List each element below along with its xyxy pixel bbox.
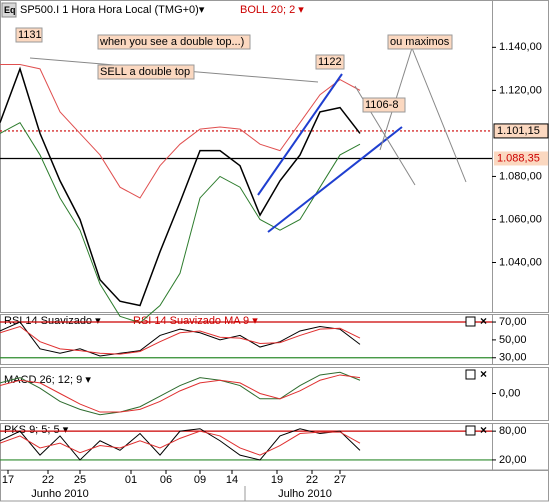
x-tick-label: 01 [125, 474, 137, 486]
y-tick-label: 20,00 [499, 454, 527, 466]
legend-entry: RSI 14 Suavizado ▾ [4, 315, 101, 327]
y-tick-label: 50,00 [499, 334, 527, 346]
annotation-box [97, 34, 251, 50]
annotation: when you see a double top...) [99, 36, 244, 48]
month-label: Junho 2010 [31, 488, 89, 500]
x-tick-label: 06 [160, 474, 172, 486]
annotation: 1131 [18, 29, 42, 41]
series-line [0, 374, 361, 413]
annotation: 1122 [318, 56, 342, 68]
legend-entry: RSI 14 Suavizado MA 9 ▾ [133, 315, 258, 327]
series-line [0, 428, 361, 461]
panel-button [465, 316, 476, 327]
panel-close: × [480, 423, 487, 437]
panel-title: MACD 26; 12; 9 ▾ [4, 374, 91, 386]
x-tick-label: 09 [194, 474, 206, 486]
series-line [0, 430, 361, 456]
logo: Eq [4, 5, 16, 15]
series-line [0, 325, 361, 355]
drawing-line [257, 73, 343, 196]
panel-title: PKS 9; 5; 5 ▾ [4, 424, 69, 436]
x-tick-label: 22 [42, 474, 54, 486]
level-label-box [493, 123, 549, 139]
x-tick-label: 14 [226, 474, 238, 486]
series-line [0, 321, 361, 357]
y-tick-label: 30,00 [499, 352, 527, 364]
annotation: ou maximos [390, 36, 450, 48]
annotation-box [387, 34, 453, 50]
y-tick-label: 1.040,00 [499, 256, 542, 268]
panel-close: × [480, 367, 487, 381]
x-tick-label: 19 [271, 474, 283, 486]
drawing-line [267, 126, 403, 233]
annotation-box [97, 64, 195, 80]
drawing-line [411, 47, 467, 183]
x-tick-label: 22 [306, 474, 318, 486]
y-tick-label: 80,00 [499, 425, 527, 437]
panel-close: × [480, 314, 487, 328]
x-tick-label: 25 [74, 474, 86, 486]
level-label: 1.101,15 [497, 125, 540, 137]
series-line [0, 64, 361, 199]
annotation-box [315, 54, 345, 70]
x-tick-label: 17 [2, 474, 14, 486]
panel-button [465, 425, 476, 436]
annotation-box [15, 27, 43, 43]
level-label-box [494, 151, 548, 166]
annotation-box [362, 97, 406, 113]
annotation: SELL a double top [100, 66, 190, 78]
y-tick-label: 1.140,00 [499, 41, 542, 53]
y-tick-label: 70,00 [499, 316, 527, 328]
panel-button [465, 369, 476, 380]
x-tick-label: 27 [334, 474, 346, 486]
series-line [0, 121, 361, 324]
series-line [0, 66, 361, 307]
y-tick-label: 1.120,00 [499, 84, 542, 96]
chart-subtitle: BOLL 20; 2 ▾ [240, 4, 304, 16]
series-line [0, 371, 361, 416]
annotation: 1106-8 [365, 99, 398, 111]
y-tick-label: 0,00 [499, 387, 520, 399]
y-tick-label: 1.080,00 [499, 170, 542, 182]
y-tick-label: 1.060,00 [499, 213, 542, 225]
chart-title: SP500.I 1 Hora Hora Local (TMG+0)▾ [20, 4, 205, 16]
logo-box [1, 2, 17, 18]
level-label: 1.088,35 [497, 152, 540, 164]
month-label: Julho 2010 [278, 488, 332, 500]
